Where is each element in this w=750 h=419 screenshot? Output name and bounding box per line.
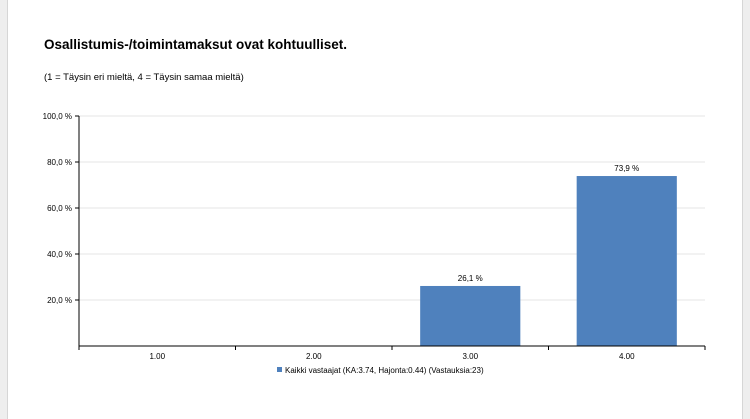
chart-title: Osallistumis-/toimintamaksut ovat kohtuu… xyxy=(44,37,348,52)
data-label: 26,1 % xyxy=(458,274,483,283)
chart-subtitle: (1 = Täysin eri mieltä, 4 = Täysin samaa… xyxy=(44,72,244,83)
bar-4.00 xyxy=(576,176,677,346)
x-tick-label: 2.00 xyxy=(306,352,322,361)
page-edge-left xyxy=(0,0,8,419)
y-tick-label: 40,0 % xyxy=(47,250,72,259)
y-tick-label: 100,0 % xyxy=(43,112,72,121)
x-tick-label: 1.00 xyxy=(149,352,165,361)
page-edge-right xyxy=(742,0,750,419)
legend: Kaikki vastaajat (KA:3.74, Hajonta:0.44)… xyxy=(277,366,484,375)
x-tick-label: 3.00 xyxy=(462,352,478,361)
legend-swatch xyxy=(277,367,282,372)
data-label: 73,9 % xyxy=(614,164,639,173)
y-tick-label: 60,0 % xyxy=(47,204,72,213)
y-tick-label: 80,0 % xyxy=(47,158,72,167)
y-tick-label: 20,0 % xyxy=(47,296,72,305)
legend-label: Kaikki vastaajat (KA:3.74, Hajonta:0.44)… xyxy=(285,366,484,375)
labels: 20,0 % 40,0 % 60,0 % 80,0 % 100,0 % 26,1 % 73,… xyxy=(43,112,640,361)
axes xyxy=(75,115,706,350)
bars xyxy=(420,176,677,346)
bar-3.00 xyxy=(420,285,521,346)
x-tick-label: 4.00 xyxy=(619,352,635,361)
